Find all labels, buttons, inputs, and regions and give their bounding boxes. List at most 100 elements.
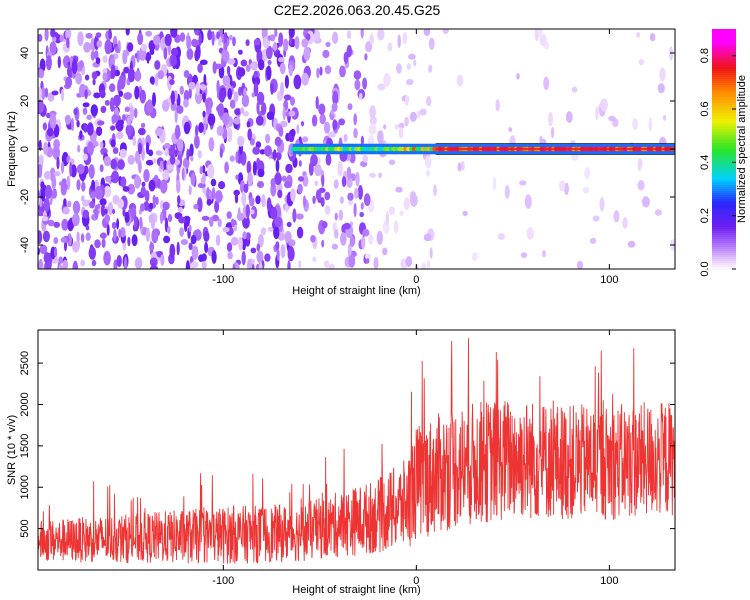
spectrogram-cell <box>332 90 339 105</box>
spectrogram-cell <box>95 32 102 38</box>
spectrogram-cell <box>164 148 169 157</box>
spectrogram-cell <box>270 82 274 95</box>
spectrogram-cell <box>76 120 80 128</box>
spectrogram-cell <box>363 193 371 207</box>
spectrogram-cell <box>321 221 328 229</box>
spectrogram-cell <box>331 243 338 250</box>
spectrogram-cell <box>145 227 151 242</box>
spectrogram-cell <box>233 224 238 232</box>
spectrogram-cell <box>75 72 83 85</box>
spectrogram-cell <box>257 59 265 71</box>
spectrogram-cell <box>347 243 352 258</box>
spectrogram-cell <box>287 260 291 269</box>
colorbar-step <box>712 133 736 136</box>
spectrogram-cell <box>264 253 271 262</box>
colorbar-step <box>712 189 736 192</box>
spectrogram-cell <box>67 219 74 232</box>
spectrogram-cell <box>360 29 364 39</box>
colorbar-step <box>712 179 736 182</box>
spectrogram-cell <box>229 155 235 162</box>
spectrogram-cell <box>87 141 94 156</box>
spectrogram-cell <box>139 216 143 229</box>
spectrogram-cell <box>146 99 154 114</box>
spectrogram-cell <box>203 230 210 243</box>
spectrogram-cell <box>325 42 331 47</box>
spectrogram-cell <box>190 172 196 186</box>
spectrogram-cell <box>301 72 310 86</box>
y-tick-label: 500 <box>19 519 31 537</box>
spectrogram-cell <box>245 64 251 72</box>
colorbar-tick-label: 0.8 <box>699 48 711 63</box>
spectrogram-cell <box>145 141 150 155</box>
spectrogram-cell <box>250 61 259 71</box>
spectrogram-cell <box>149 48 155 56</box>
colorbar-step <box>712 243 736 246</box>
spectrogram-cell <box>178 216 186 224</box>
spectrogram-cell <box>82 209 90 219</box>
spectrogram-cell <box>243 88 247 97</box>
spectrogram-cell <box>280 120 288 128</box>
colorbar-step <box>712 85 736 88</box>
spectrogram-cell <box>44 184 53 199</box>
spectrogram-cell <box>129 106 135 121</box>
spectrogram-cell <box>141 181 146 187</box>
colorbar-step <box>712 251 736 254</box>
spectrogram-cell <box>54 247 58 258</box>
spectrogram-cell <box>59 35 64 43</box>
spectrogram-cell <box>256 250 264 263</box>
colorbar-step <box>712 235 736 238</box>
spectrogram-cell <box>60 237 67 243</box>
spectrogram-cell <box>186 48 194 60</box>
spectrogram-cell <box>398 127 404 139</box>
spectrogram-cell <box>257 234 264 248</box>
spectrogram-cell <box>216 79 220 95</box>
spectrogram-cell <box>217 218 222 228</box>
spectrogram-cell <box>641 196 650 208</box>
colorbar-step <box>712 169 736 172</box>
colorbar-step <box>712 253 736 256</box>
spectrogram-cell <box>176 241 180 256</box>
spectrogram-cell <box>202 110 206 118</box>
spectrogram-cell <box>137 32 144 45</box>
spectrogram-cell <box>152 92 156 107</box>
colorbar-step <box>712 29 736 32</box>
colorbar-step <box>712 247 736 250</box>
spectrogram-cell <box>112 194 120 205</box>
colorbar-step <box>712 59 736 62</box>
spectrogram-cell <box>39 198 43 207</box>
spectrogram-cell <box>183 98 189 108</box>
spectrogram-cell <box>333 179 339 190</box>
spectrogram-cell <box>113 259 118 269</box>
spectrogram-cell <box>164 142 171 150</box>
spectrogram-cell <box>275 159 280 173</box>
spectrogram-cell <box>274 136 282 147</box>
spectrogram-cell <box>69 162 73 177</box>
spectrogram-cell <box>339 196 344 205</box>
spectrogram-cell <box>565 111 573 123</box>
spectrogram-cell <box>266 197 272 212</box>
spectrogram-cell <box>266 65 272 81</box>
spectrogram-cell <box>261 194 266 208</box>
spectrogram-cell <box>219 148 223 158</box>
spectrogram-cell <box>310 235 316 243</box>
spectrogram-cell <box>234 108 241 116</box>
spectrogram-cell <box>170 55 177 67</box>
spectrogram-cell <box>164 33 172 47</box>
spectrogram-cell <box>508 127 513 133</box>
spectrogram-cell <box>93 50 99 60</box>
colorbar-step <box>712 95 736 98</box>
spectrogram-cell <box>190 155 194 162</box>
colorbar-step <box>712 233 736 236</box>
colorbar-step <box>712 177 736 180</box>
spectrogram-cell <box>298 260 302 269</box>
spectrogram-cell <box>116 218 120 230</box>
spectrogram-cell <box>148 149 154 157</box>
spectrogram-cell <box>207 113 216 126</box>
spectrogram-cell <box>637 179 645 191</box>
colorbar-label: Normalized spectral amplitude <box>736 75 748 223</box>
colorbar-step <box>712 185 736 188</box>
spectrogram-cell <box>38 33 43 42</box>
spectrogram-cell <box>183 219 188 232</box>
colorbar-step <box>712 91 736 94</box>
colorbar-step <box>712 111 736 114</box>
